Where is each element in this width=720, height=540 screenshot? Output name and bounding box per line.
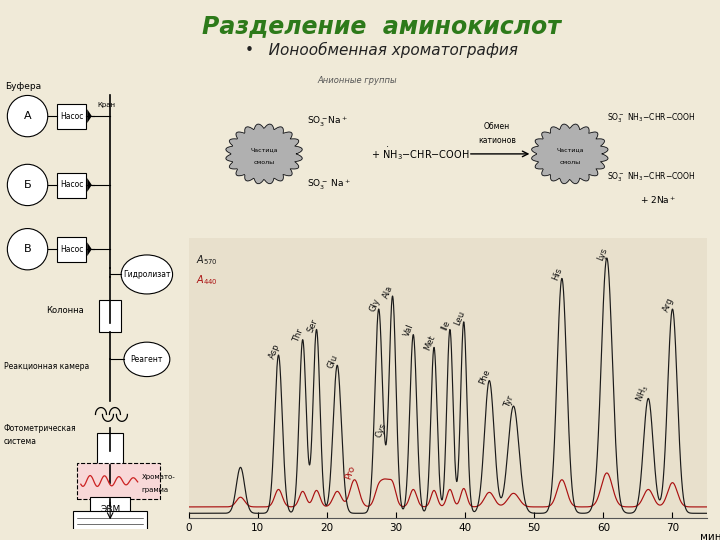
Text: Кран: Кран <box>97 102 115 108</box>
Text: Thr: Thr <box>292 327 305 343</box>
Text: В: В <box>24 244 32 254</box>
Text: Cys: Cys <box>374 421 389 438</box>
Text: Arg: Arg <box>662 296 675 313</box>
Text: Ser: Ser <box>305 317 319 333</box>
Text: Б: Б <box>24 180 32 190</box>
Text: •   Ионообменная хроматография: • Ионообменная хроматография <box>246 42 518 58</box>
Text: Насос: Насос <box>60 180 84 190</box>
Ellipse shape <box>121 255 173 294</box>
Bar <box>57 104 86 129</box>
Text: $\mathsf{SO_3^- Na^+}$: $\mathsf{SO_3^- Na^+}$ <box>307 115 348 129</box>
Bar <box>77 463 160 500</box>
Bar <box>90 497 130 522</box>
Text: Насос: Насос <box>60 112 84 120</box>
Text: $+\ \mathsf{\dot{N}H_3{-}CHR{-}COOH}$: $+\ \mathsf{\dot{N}H_3{-}CHR{-}COOH}$ <box>372 145 470 163</box>
Text: Lys: Lys <box>596 246 609 261</box>
Polygon shape <box>87 178 92 192</box>
Ellipse shape <box>7 228 48 270</box>
Text: Анионные группы: Анионные группы <box>318 76 397 85</box>
Text: Met: Met <box>423 334 437 352</box>
Text: Ile: Ile <box>440 319 452 332</box>
Text: система: система <box>4 437 37 446</box>
Bar <box>73 511 147 540</box>
Ellipse shape <box>7 96 48 137</box>
Text: Leu: Leu <box>453 309 467 326</box>
Text: NH$_3$: NH$_3$ <box>634 383 652 404</box>
Text: Колонна: Колонна <box>46 307 84 315</box>
Bar <box>57 237 86 262</box>
Text: грамма: грамма <box>141 487 168 492</box>
Text: ЭВМ: ЭВМ <box>100 505 120 514</box>
Text: His: His <box>551 266 564 282</box>
Text: Pro: Pro <box>343 464 357 481</box>
Text: $\mathsf{SO_3^-\ NH_3{-}CHR{-}COOH}$: $\mathsf{SO_3^-\ NH_3{-}CHR{-}COOH}$ <box>608 111 696 125</box>
Text: смолы: смолы <box>253 160 274 165</box>
Text: Gly: Gly <box>368 296 382 313</box>
Polygon shape <box>531 124 608 184</box>
Text: Гидролизат: Гидролизат <box>123 270 171 279</box>
Ellipse shape <box>7 164 48 206</box>
Text: Частица: Частица <box>251 147 278 152</box>
Text: $\mathsf{SO_3^-\ NH_3{-}CHR{-}COOH}$: $\mathsf{SO_3^-\ NH_3{-}CHR{-}COOH}$ <box>608 170 696 184</box>
Text: Tyr: Tyr <box>503 395 516 409</box>
Text: $\mathsf{+\ 2Na^+}$: $\mathsf{+\ 2Na^+}$ <box>639 194 676 206</box>
Text: Val: Val <box>402 323 415 338</box>
Text: $\mathsf{SO_3^-\ Na^+}$: $\mathsf{SO_3^-\ Na^+}$ <box>307 178 351 192</box>
Bar <box>97 433 123 465</box>
Text: Хромато-: Хромато- <box>141 474 175 480</box>
Text: катионов: катионов <box>479 137 516 145</box>
Polygon shape <box>87 242 92 256</box>
Text: Phe: Phe <box>478 367 492 386</box>
Text: Фотометрическая: Фотометрическая <box>4 423 76 433</box>
Text: Буфера: Буфера <box>6 82 42 91</box>
Text: Реакционная камера: Реакционная камера <box>4 362 89 370</box>
Text: Ala: Ala <box>382 284 395 300</box>
Text: Насос: Насос <box>60 245 84 254</box>
Text: Обмен: Обмен <box>484 122 510 131</box>
Ellipse shape <box>124 342 170 376</box>
Bar <box>57 173 86 198</box>
Text: Asp: Asp <box>267 342 282 360</box>
Text: $A_{570}$: $A_{570}$ <box>196 253 217 267</box>
Bar <box>99 300 121 332</box>
Text: А: А <box>24 111 32 121</box>
Text: $A_{440}$: $A_{440}$ <box>196 273 217 287</box>
Polygon shape <box>87 109 92 123</box>
Text: Частица: Частица <box>556 147 583 152</box>
Text: Glu: Glu <box>326 353 340 369</box>
Text: Реагент: Реагент <box>131 355 163 364</box>
Text: мин: мин <box>700 532 720 540</box>
Polygon shape <box>226 124 302 184</box>
Text: смолы: смолы <box>559 160 580 165</box>
Text: Разделение  аминокислот: Разделение аминокислот <box>202 14 561 38</box>
